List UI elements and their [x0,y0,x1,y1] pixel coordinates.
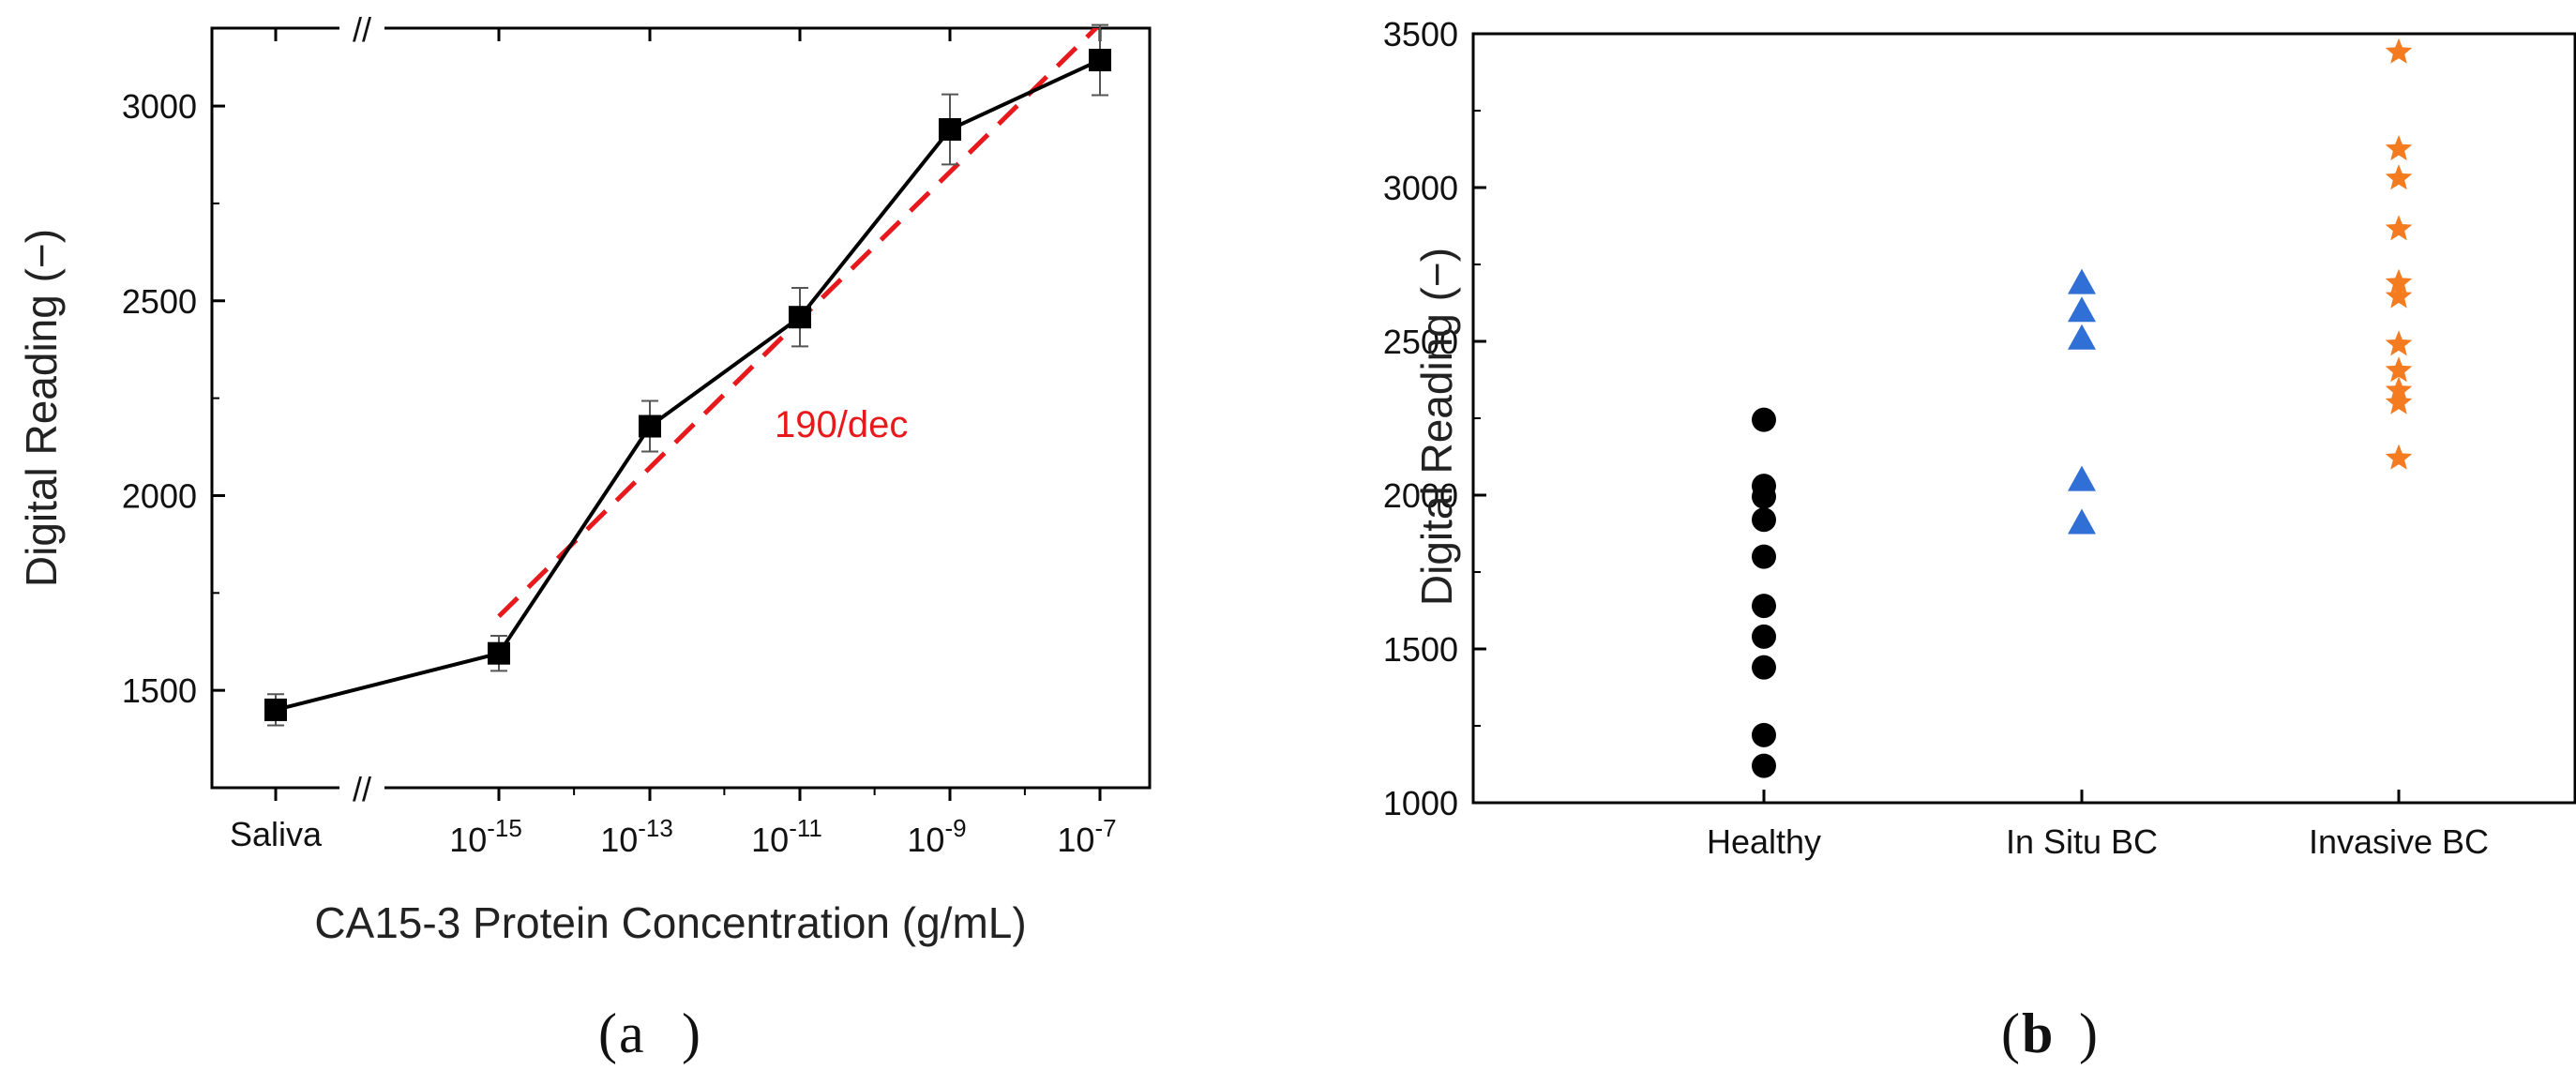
chart-b-invasive-point [2385,268,2413,294]
chart-b-x-tick-label: In Situ BC [2006,822,2158,861]
chart-b-y-ticks: 1000 1500 2000 2500 3000 3500 [1383,15,1486,822]
chart-b-healthy-point [1752,655,1776,680]
chart-b-x-ticks: Healthy In Situ BC Invasive BC [1707,790,2489,861]
chart-b-healthy-point [1752,594,1776,619]
chart-b-in-situ-point [2068,465,2096,491]
chart-a-y-ticks: 1500 2000 2500 3000 [122,87,225,789]
chart-b-invasive-point [2385,388,2413,414]
svg-text:(: ( [598,1002,617,1064]
chart-a-panel-letter: a [619,1002,644,1064]
chart-b-invasive-point [2385,444,2413,470]
chart-a-fit-annotation: 190/dec [775,404,908,445]
chart-a-top-break-mark: // [353,10,371,49]
chart-b-in-situ-point [2068,508,2096,535]
chart-b-x-tick-label: Invasive BC [2309,822,2489,861]
chart-a-series-line [275,58,1101,712]
chart-a-x-tick-label: 10-11 [751,814,822,859]
chart-b-panel-letter: b [2022,1002,2053,1064]
chart-b-healthy-point [1752,624,1776,649]
chart-b-healthy-point [1752,753,1776,778]
chart-a-data-point [1089,49,1111,72]
svg-text:): ) [682,1002,700,1064]
chart-a-data-point [264,698,287,721]
chart-a-panel-label: ( a ) [598,1002,700,1064]
chart-b-invasive-point [2385,164,2413,190]
chart-b-y-tick-label: 2500 [1383,323,1458,361]
chart-b-healthy-point [1752,544,1776,569]
chart-a-bottom-break-mark: // [353,770,371,808]
svg-text:(: ( [2001,1002,2020,1064]
chart-b-series [1752,38,2413,778]
chart-b-invasive-point [2385,282,2413,309]
chart-b-invasive-point [2385,38,2413,64]
chart-a-bottom-break-gap [339,782,384,793]
chart-a-data-point [488,641,510,665]
chart-a-y-tick-label: 1500 [122,671,197,710]
chart-a-frame [210,26,1152,790]
chart-b-healthy-point [1752,484,1776,509]
chart-a-y-tick-label: 2500 [122,282,197,321]
chart-a-data-point [639,414,661,438]
chart-b-y-tick-label: 2000 [1383,476,1458,515]
svg-text:): ) [2079,1002,2098,1064]
chart-a-y-axis-title: Digital Reading (−) [17,229,66,587]
chart-b-y-tick-label: 3500 [1383,15,1458,53]
chart-a: // // 1500 2000 2500 3000 Saliva 10-15 10-13 1… [17,10,1152,1064]
chart-a-data-point [939,118,961,141]
chart-b-healthy-point [1752,722,1776,747]
chart-a-series [264,23,1111,727]
chart-a-x-tick-label: Saliva [230,815,323,853]
chart-a-x-tick-label: 10-7 [1057,814,1116,859]
chart-b-y-axis-title: Digital Reading (−) [1412,248,1461,606]
chart-a-x-tick-label: 10-13 [600,814,673,859]
chart-a-top-break-gap [339,23,384,34]
chart-b: 1000 1500 2000 2500 3000 3500 Healthy In Situ … [1383,15,2576,1064]
chart-b-panel-label: ( b ) [2001,1002,2098,1064]
chart-b-invasive-point [2385,330,2413,356]
chart-b-x-tick-label: Healthy [1707,822,1821,861]
chart-b-in-situ-point [2068,324,2096,350]
chart-b-in-situ-point [2068,268,2096,294]
chart-b-y-tick-label: 3000 [1383,169,1458,207]
chart-a-x-tick-label: 10-9 [907,814,966,859]
chart-b-invasive-point [2385,135,2413,161]
chart-b-healthy-point [1752,407,1776,432]
chart-b-y-tick-label: 1500 [1383,630,1458,669]
chart-b-y-tick-label: 1000 [1383,784,1458,822]
chart-a-x-ticks: Saliva 10-15 10-13 10-11 10-9 10-7 [230,28,1117,859]
chart-a-x-axis-title: CA15-3 Protein Concentration (g/mL) [314,898,1026,947]
chart-b-in-situ-point [2068,296,2096,323]
chart-a-y-tick-label: 3000 [122,87,197,126]
chart-b-invasive-point [2385,356,2413,383]
chart-a-data-point [789,306,811,329]
chart-b-healthy-point [1752,507,1776,533]
chart-b-frame [1471,32,2576,805]
chart-b-invasive-point [2385,215,2413,241]
chart-a-x-tick-label: 10-15 [449,814,522,859]
chart-a-y-tick-label: 2000 [122,476,197,515]
